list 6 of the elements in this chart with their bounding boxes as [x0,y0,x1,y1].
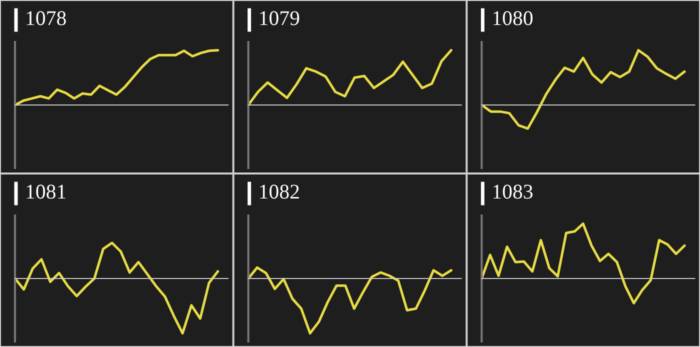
chart-title: 1082 [260,184,299,199]
chart-title: 1081 [26,184,66,199]
chart-title: 1078 [26,11,66,26]
chart-title: 1079 [260,11,300,26]
chart-title: 1083 [494,184,533,199]
chart-title: 1080 [494,11,533,26]
